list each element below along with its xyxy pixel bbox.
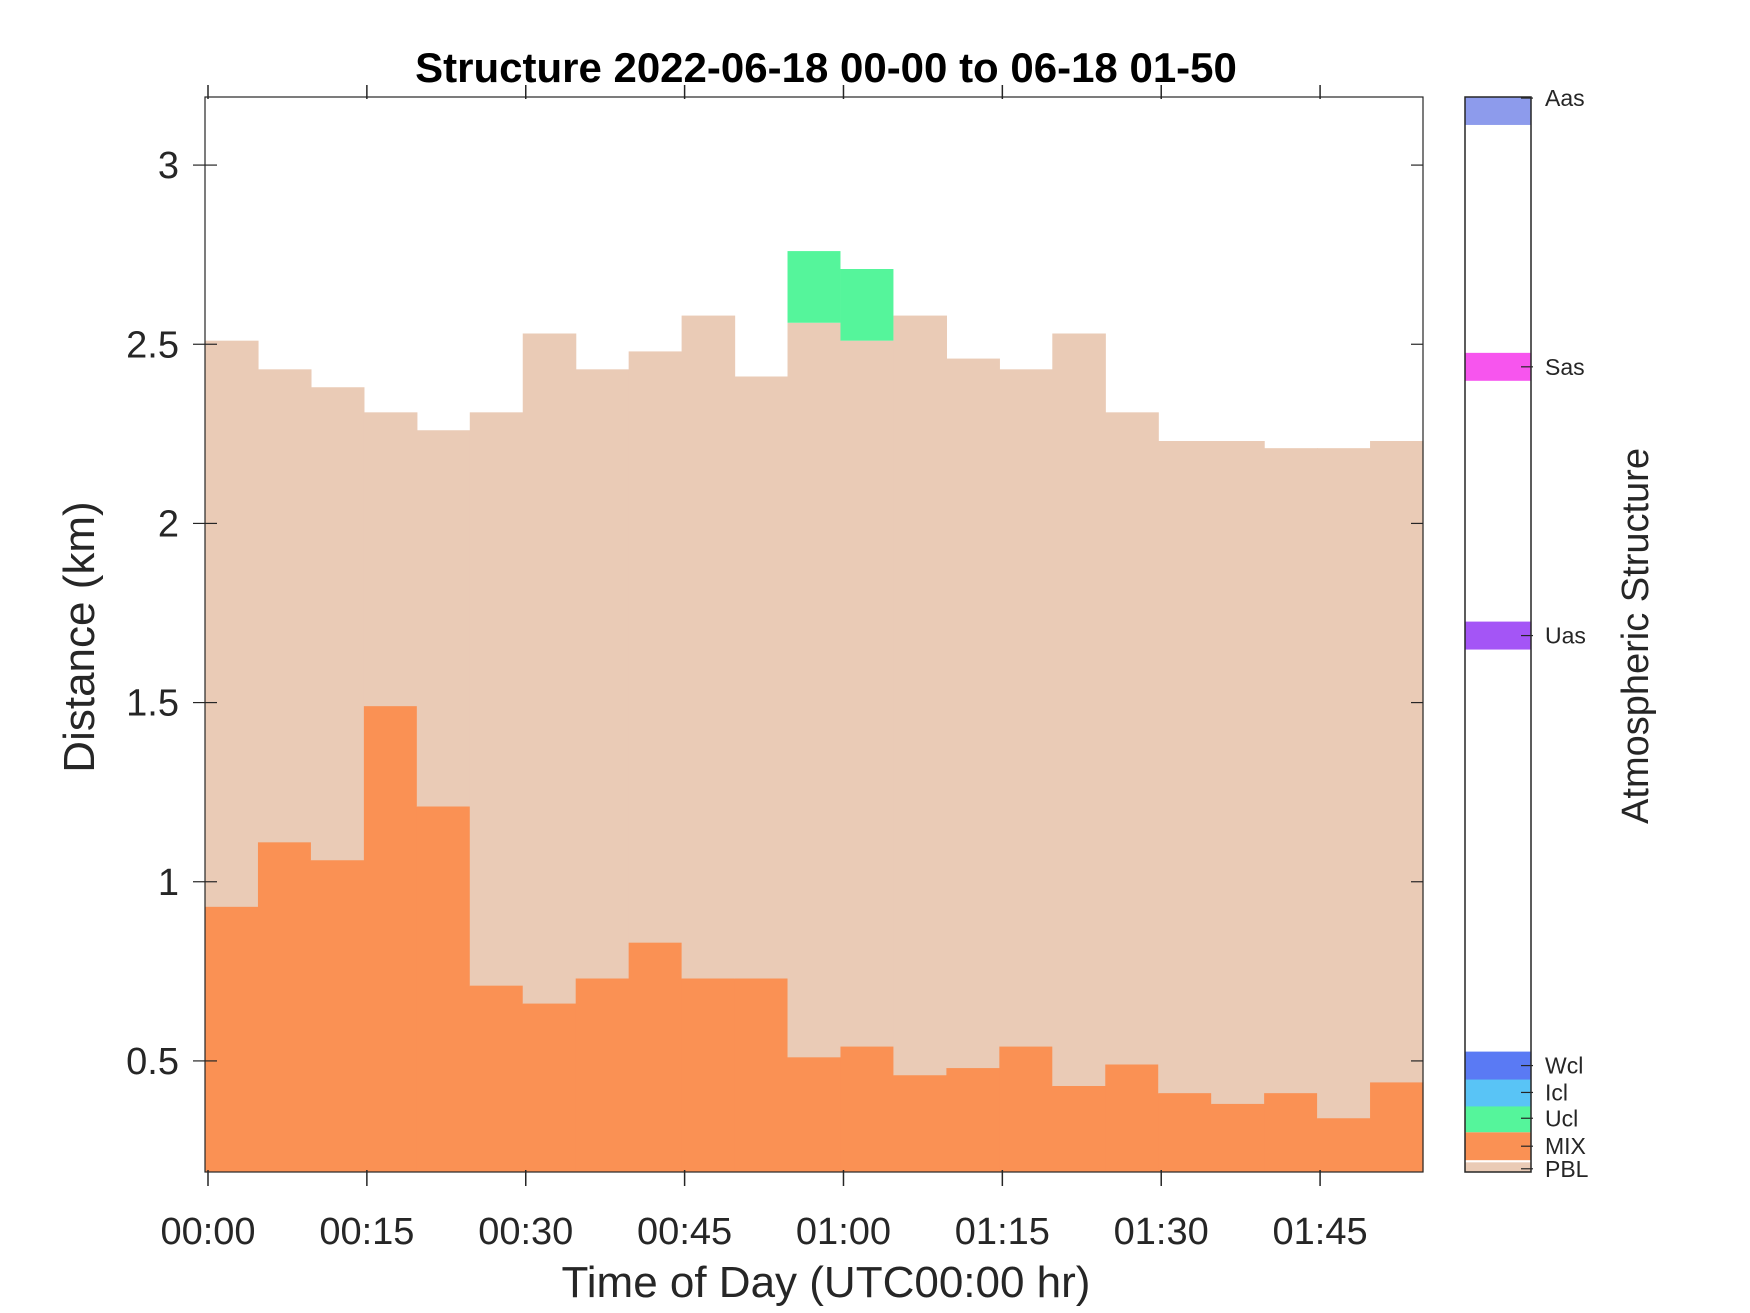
mix-bar	[1158, 1093, 1212, 1172]
pbl-bar	[840, 340, 895, 1048]
pbl-bar	[893, 315, 947, 1076]
pbl-bar	[1105, 412, 1159, 1066]
pbl-bar	[999, 369, 1053, 1048]
y-tick-label: 3	[158, 145, 179, 187]
pbl-bar	[575, 369, 630, 980]
x-tick-label: 00:00	[160, 1211, 255, 1253]
ucl-bar	[840, 269, 894, 341]
colorbar-swatch-mix	[1465, 1132, 1531, 1161]
x-tick-label: 01:15	[955, 1211, 1050, 1253]
colorbar-swatch-pbl	[1465, 1162, 1531, 1172]
mix-bar	[1317, 1118, 1371, 1172]
colorbar-tick-label: Wcl	[1545, 1053, 1583, 1079]
pbl-bar	[1317, 448, 1371, 1119]
mix-bar	[522, 1003, 577, 1172]
colorbar-tick-label: Icl	[1545, 1079, 1568, 1105]
mix-bar	[1370, 1082, 1424, 1172]
mix-bar	[681, 978, 736, 1172]
pbl-bar	[1158, 441, 1212, 1094]
mix-bar	[840, 1046, 895, 1172]
pbl-bar	[416, 430, 471, 808]
x-tick-label: 00:15	[319, 1211, 414, 1253]
mix-bar	[734, 978, 789, 1172]
mix-bar	[310, 860, 365, 1172]
x-tick-label: 01:30	[1114, 1211, 1209, 1253]
mix-bar	[628, 942, 683, 1172]
colorbar-tick-label: Aas	[1545, 85, 1585, 111]
mix-bar	[1211, 1103, 1265, 1172]
mix-bar	[205, 906, 259, 1172]
pbl-bar	[787, 322, 842, 1058]
pbl-bar	[469, 412, 524, 987]
mix-bar	[469, 985, 524, 1172]
plot-area	[205, 251, 1424, 1172]
colorbar-swatch-sas	[1465, 352, 1531, 381]
mix-bar	[999, 1046, 1053, 1172]
colorbar-tick-label: PBL	[1545, 1156, 1589, 1182]
ucl-bar	[787, 251, 841, 323]
y-tick-label: 0.5	[126, 1041, 179, 1083]
pbl-bar	[363, 412, 418, 707]
pbl-bar	[681, 315, 736, 980]
colorbar-swatch-ucl	[1465, 1104, 1531, 1133]
axes-box	[204, 96, 1424, 1173]
pbl-bar	[1264, 448, 1318, 1094]
pbl-bar	[205, 340, 259, 908]
colorbar-label: Atmospheric Structure	[1615, 448, 1657, 824]
mix-bar	[946, 1068, 1000, 1172]
x-axis: 00:00 00:15 00:30 00:45 01:00 01:15 01:30 01:45	[160, 85, 1368, 1253]
pbl-bar	[1052, 333, 1106, 1087]
pbl-bar	[1370, 441, 1424, 1084]
x-axis-label: Time of Day (UTC00:00 hr)	[562, 1258, 1091, 1307]
colorbar-swatch-uas	[1465, 621, 1531, 650]
pbl-bar	[734, 376, 789, 980]
colorbar-tick-label: MIX	[1545, 1133, 1586, 1159]
pbl-bar	[310, 387, 365, 861]
mix-bar	[893, 1075, 947, 1172]
y-axis-label: Distance (km)	[55, 501, 104, 772]
chart-title: Structure 2022-06-18 00-00 to 06-18 01-5…	[415, 44, 1237, 91]
y-tick-label: 1.5	[126, 683, 179, 725]
mix-bar	[416, 806, 471, 1172]
x-tick-label: 00:45	[637, 1211, 732, 1253]
colorbar-tick-label: Ucl	[1545, 1105, 1578, 1131]
mix-bar	[787, 1057, 842, 1172]
y-tick-label: 2.5	[126, 324, 179, 366]
x-tick-label: 01:45	[1273, 1211, 1368, 1253]
mix-bar	[1052, 1086, 1106, 1172]
colorbar-swatch-wcl	[1465, 1051, 1531, 1080]
mix-bar	[1264, 1093, 1318, 1172]
x-tick-label: 01:00	[796, 1211, 891, 1253]
mix-bar	[363, 706, 418, 1172]
mix-bar	[575, 978, 630, 1172]
y-tick-label: 2	[158, 503, 179, 545]
pbl-bar	[946, 358, 1000, 1069]
pbl-bar	[257, 369, 312, 843]
colorbar-frame	[1464, 96, 1532, 1173]
colorbar-swatch-icl	[1465, 1078, 1531, 1107]
pbl-bar	[522, 333, 577, 1005]
pbl-bar	[628, 351, 683, 944]
pbl-bar	[1211, 441, 1265, 1105]
y-tick-label: 1	[158, 862, 179, 904]
y-axis: 0.5 1 1.5 2 2.5 3	[126, 145, 1423, 1083]
colorbar-swatch-aas	[1465, 97, 1531, 125]
mix-bar	[257, 842, 312, 1172]
x-tick-label: 00:30	[478, 1211, 573, 1253]
colorbar-tick-label: Sas	[1545, 354, 1585, 380]
plot-frame	[204, 96, 1424, 1173]
colorbar-tick-label: Uas	[1545, 623, 1586, 649]
mix-bar	[1105, 1064, 1159, 1172]
